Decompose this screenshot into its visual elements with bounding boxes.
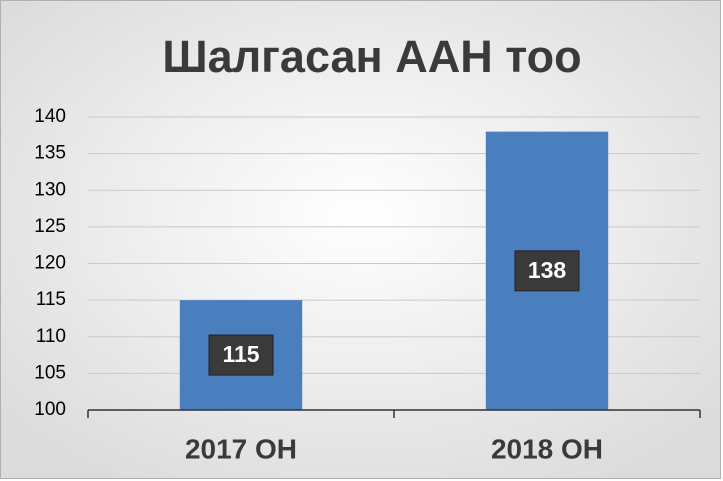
- y-tick-label: 130: [34, 179, 66, 200]
- y-tick-label: 105: [34, 362, 66, 383]
- data-label-box: [208, 334, 274, 376]
- data-label: 138: [528, 257, 567, 283]
- x-tick-label: 2017 ОН: [185, 433, 297, 464]
- chart-title: Шалгасан ААН тоо: [162, 31, 581, 82]
- y-tick-label: 140: [34, 106, 66, 127]
- y-tick-label: 135: [34, 143, 66, 164]
- data-label-box: [514, 250, 580, 292]
- y-tick-label: 100: [34, 399, 66, 420]
- y-tick-label: 120: [34, 253, 66, 274]
- y-tick-label: 125: [34, 216, 66, 237]
- x-tick-label: 2018 ОН: [491, 433, 603, 464]
- y-tick-label: 110: [36, 326, 66, 347]
- data-label: 115: [222, 341, 259, 367]
- y-tick-label: 115: [36, 289, 66, 310]
